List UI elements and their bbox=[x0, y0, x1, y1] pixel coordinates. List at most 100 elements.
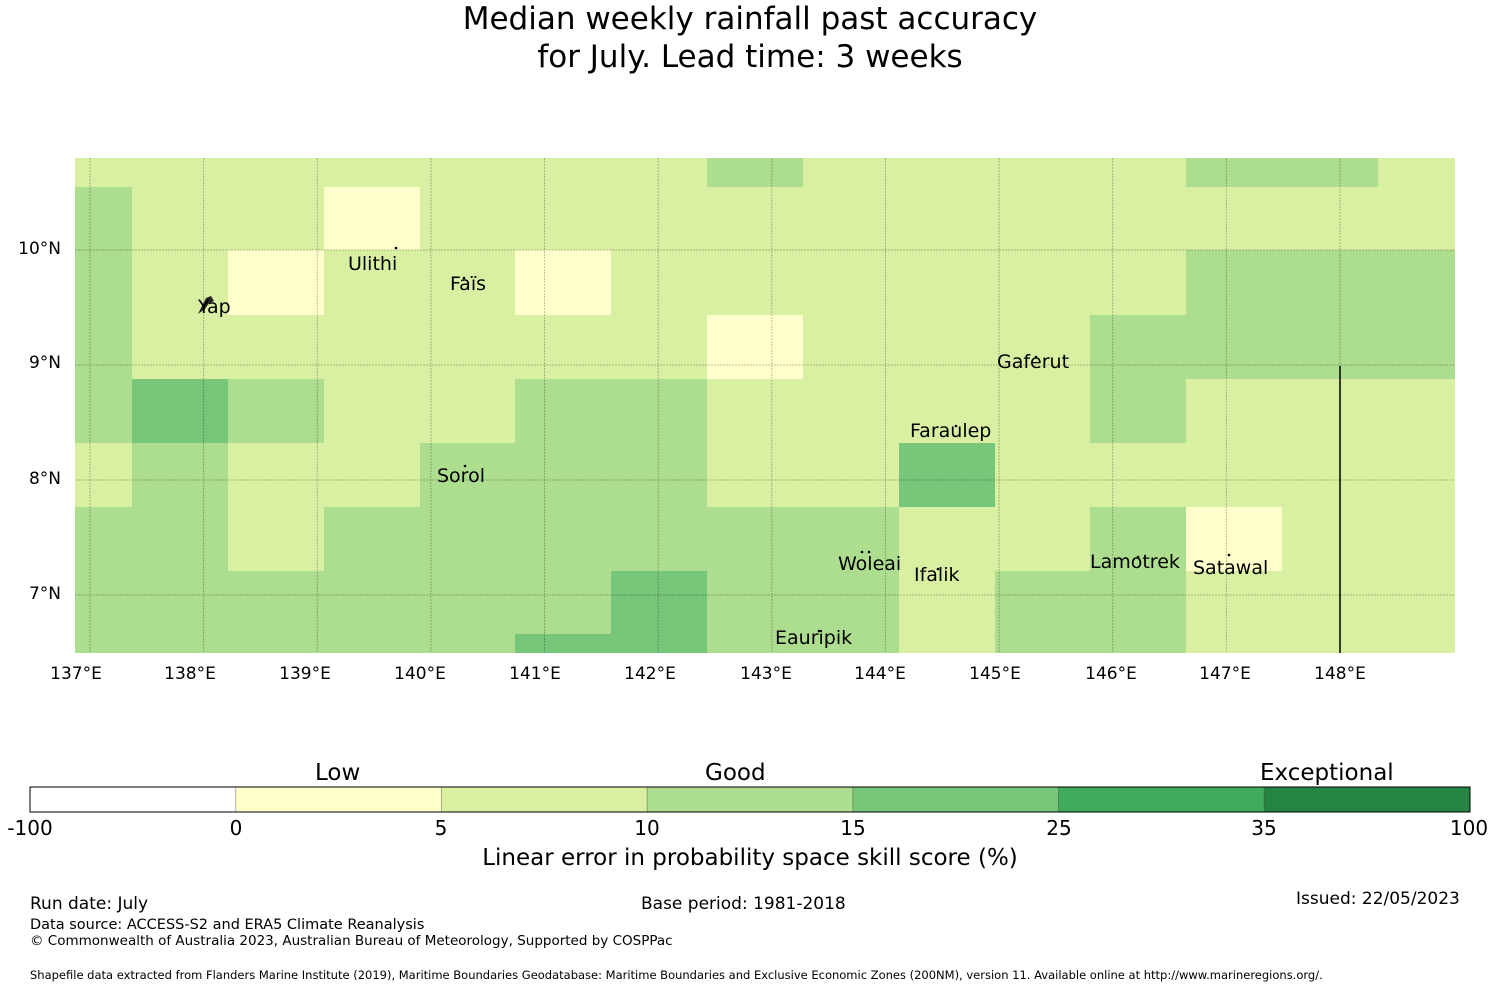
skill-cell bbox=[995, 507, 1090, 571]
skill-cell bbox=[75, 379, 132, 443]
skill-cell bbox=[324, 158, 420, 187]
skill-cell bbox=[515, 187, 611, 250]
shapefile-credit: Shapefile data extracted from Flanders M… bbox=[30, 968, 1323, 982]
skill-cell bbox=[995, 158, 1090, 187]
skill-cell bbox=[611, 443, 707, 507]
place-label-ulithi: Ulithi bbox=[348, 253, 398, 275]
place-label-ifalik: Ifalik bbox=[914, 564, 960, 586]
skill-cell bbox=[1282, 250, 1378, 315]
skill-cell bbox=[1186, 187, 1282, 250]
place-label-woleai: Woleai bbox=[838, 553, 902, 575]
skill-cell bbox=[420, 250, 515, 315]
issued-date: Issued: 22/05/2023 bbox=[1296, 889, 1460, 909]
skill-cell bbox=[611, 315, 707, 379]
skill-cell bbox=[1186, 158, 1282, 187]
skill-cell bbox=[1378, 443, 1455, 507]
skill-cell bbox=[1186, 379, 1282, 443]
skill-cell bbox=[228, 571, 324, 634]
skill-cell bbox=[1282, 379, 1378, 443]
place-label-satawal: Satawal bbox=[1193, 557, 1269, 579]
skill-cell bbox=[803, 507, 899, 571]
skill-cell bbox=[75, 634, 132, 653]
skill-cell bbox=[803, 379, 899, 443]
skill-cell bbox=[1090, 443, 1186, 507]
skill-cell bbox=[1282, 634, 1378, 653]
lon-label-138e: 138°E bbox=[164, 664, 216, 684]
skill-cell bbox=[803, 634, 899, 653]
place-label-eauripik: Eauripik bbox=[775, 627, 853, 649]
skill-cell bbox=[132, 443, 228, 507]
skill-cell bbox=[899, 250, 995, 315]
colorbar-outline bbox=[29, 786, 1471, 813]
colorbar-segment bbox=[1264, 787, 1470, 812]
skill-cell bbox=[324, 315, 420, 379]
skill-cell bbox=[611, 379, 707, 443]
skill-cell bbox=[515, 443, 611, 507]
skill-cell bbox=[75, 443, 132, 507]
skill-cell bbox=[420, 379, 515, 443]
skill-cell bbox=[1090, 571, 1186, 634]
skill-cell bbox=[1378, 315, 1455, 379]
skill-cell bbox=[899, 571, 995, 634]
lon-label-141e: 141°E bbox=[509, 664, 561, 684]
skill-cell bbox=[1282, 158, 1378, 187]
skill-cell bbox=[228, 443, 324, 507]
skill-cell bbox=[995, 571, 1090, 634]
skill-cell bbox=[1186, 507, 1282, 571]
skill-cell bbox=[611, 507, 707, 571]
skill-cell bbox=[611, 158, 707, 187]
colorbar-category-exceptional: Exceptional bbox=[1260, 760, 1394, 786]
skill-cell bbox=[707, 634, 803, 653]
skill-cell bbox=[1378, 187, 1455, 250]
island-dot bbox=[867, 550, 871, 554]
skill-cell bbox=[420, 507, 515, 571]
skill-cell bbox=[803, 250, 899, 315]
skill-cell bbox=[1090, 187, 1186, 250]
skill-cell bbox=[75, 507, 132, 571]
skill-cell bbox=[420, 158, 515, 187]
skill-cell bbox=[707, 158, 803, 187]
skill-cell bbox=[515, 250, 611, 315]
lon-label-139e: 139°E bbox=[279, 664, 331, 684]
skill-cell bbox=[995, 250, 1090, 315]
place-label-lamotrek: Lamotrek bbox=[1090, 551, 1180, 573]
skill-cell bbox=[1378, 571, 1455, 634]
place-label-gaferut: Gaferut bbox=[997, 351, 1070, 373]
place-label-yap: Yap bbox=[198, 296, 231, 318]
skill-cell bbox=[611, 571, 707, 634]
skill-cell bbox=[1090, 634, 1186, 653]
lon-label-137e: 137°E bbox=[50, 664, 102, 684]
colorbar-tick: 100 bbox=[1449, 816, 1489, 840]
lon-label-144e: 144°E bbox=[854, 664, 906, 684]
skill-cell bbox=[228, 187, 324, 250]
skill-cell bbox=[515, 158, 611, 187]
skill-cell bbox=[995, 315, 1090, 379]
colorbar-tick: 5 bbox=[434, 816, 448, 840]
colorbar-segment bbox=[30, 787, 236, 812]
island-dot bbox=[1034, 355, 1038, 359]
skill-cell bbox=[75, 250, 132, 315]
skill-cell bbox=[1282, 571, 1378, 634]
skill-cell bbox=[995, 443, 1090, 507]
skill-cell bbox=[899, 315, 995, 379]
skill-cell bbox=[1282, 443, 1378, 507]
skill-cell bbox=[420, 634, 515, 653]
skill-cell bbox=[707, 443, 803, 507]
skill-cell bbox=[707, 187, 803, 250]
skill-cell bbox=[228, 379, 324, 443]
place-label-fais: Faïs bbox=[450, 273, 487, 295]
skill-cell bbox=[132, 187, 228, 250]
lon-label-140e: 140°E bbox=[394, 664, 446, 684]
skill-cell bbox=[899, 443, 995, 507]
skill-cell bbox=[995, 634, 1090, 653]
island-dot bbox=[860, 550, 864, 554]
lon-label-146e: 146°E bbox=[1085, 664, 1137, 684]
run-date: Run date: July bbox=[30, 894, 149, 914]
skill-cell bbox=[707, 571, 803, 634]
colorbar-label: Linear error in probability space skill … bbox=[482, 845, 1018, 871]
skill-cell bbox=[132, 571, 228, 634]
skill-cell bbox=[1186, 250, 1282, 315]
island-dot bbox=[394, 246, 398, 250]
skill-cell bbox=[1378, 158, 1455, 187]
